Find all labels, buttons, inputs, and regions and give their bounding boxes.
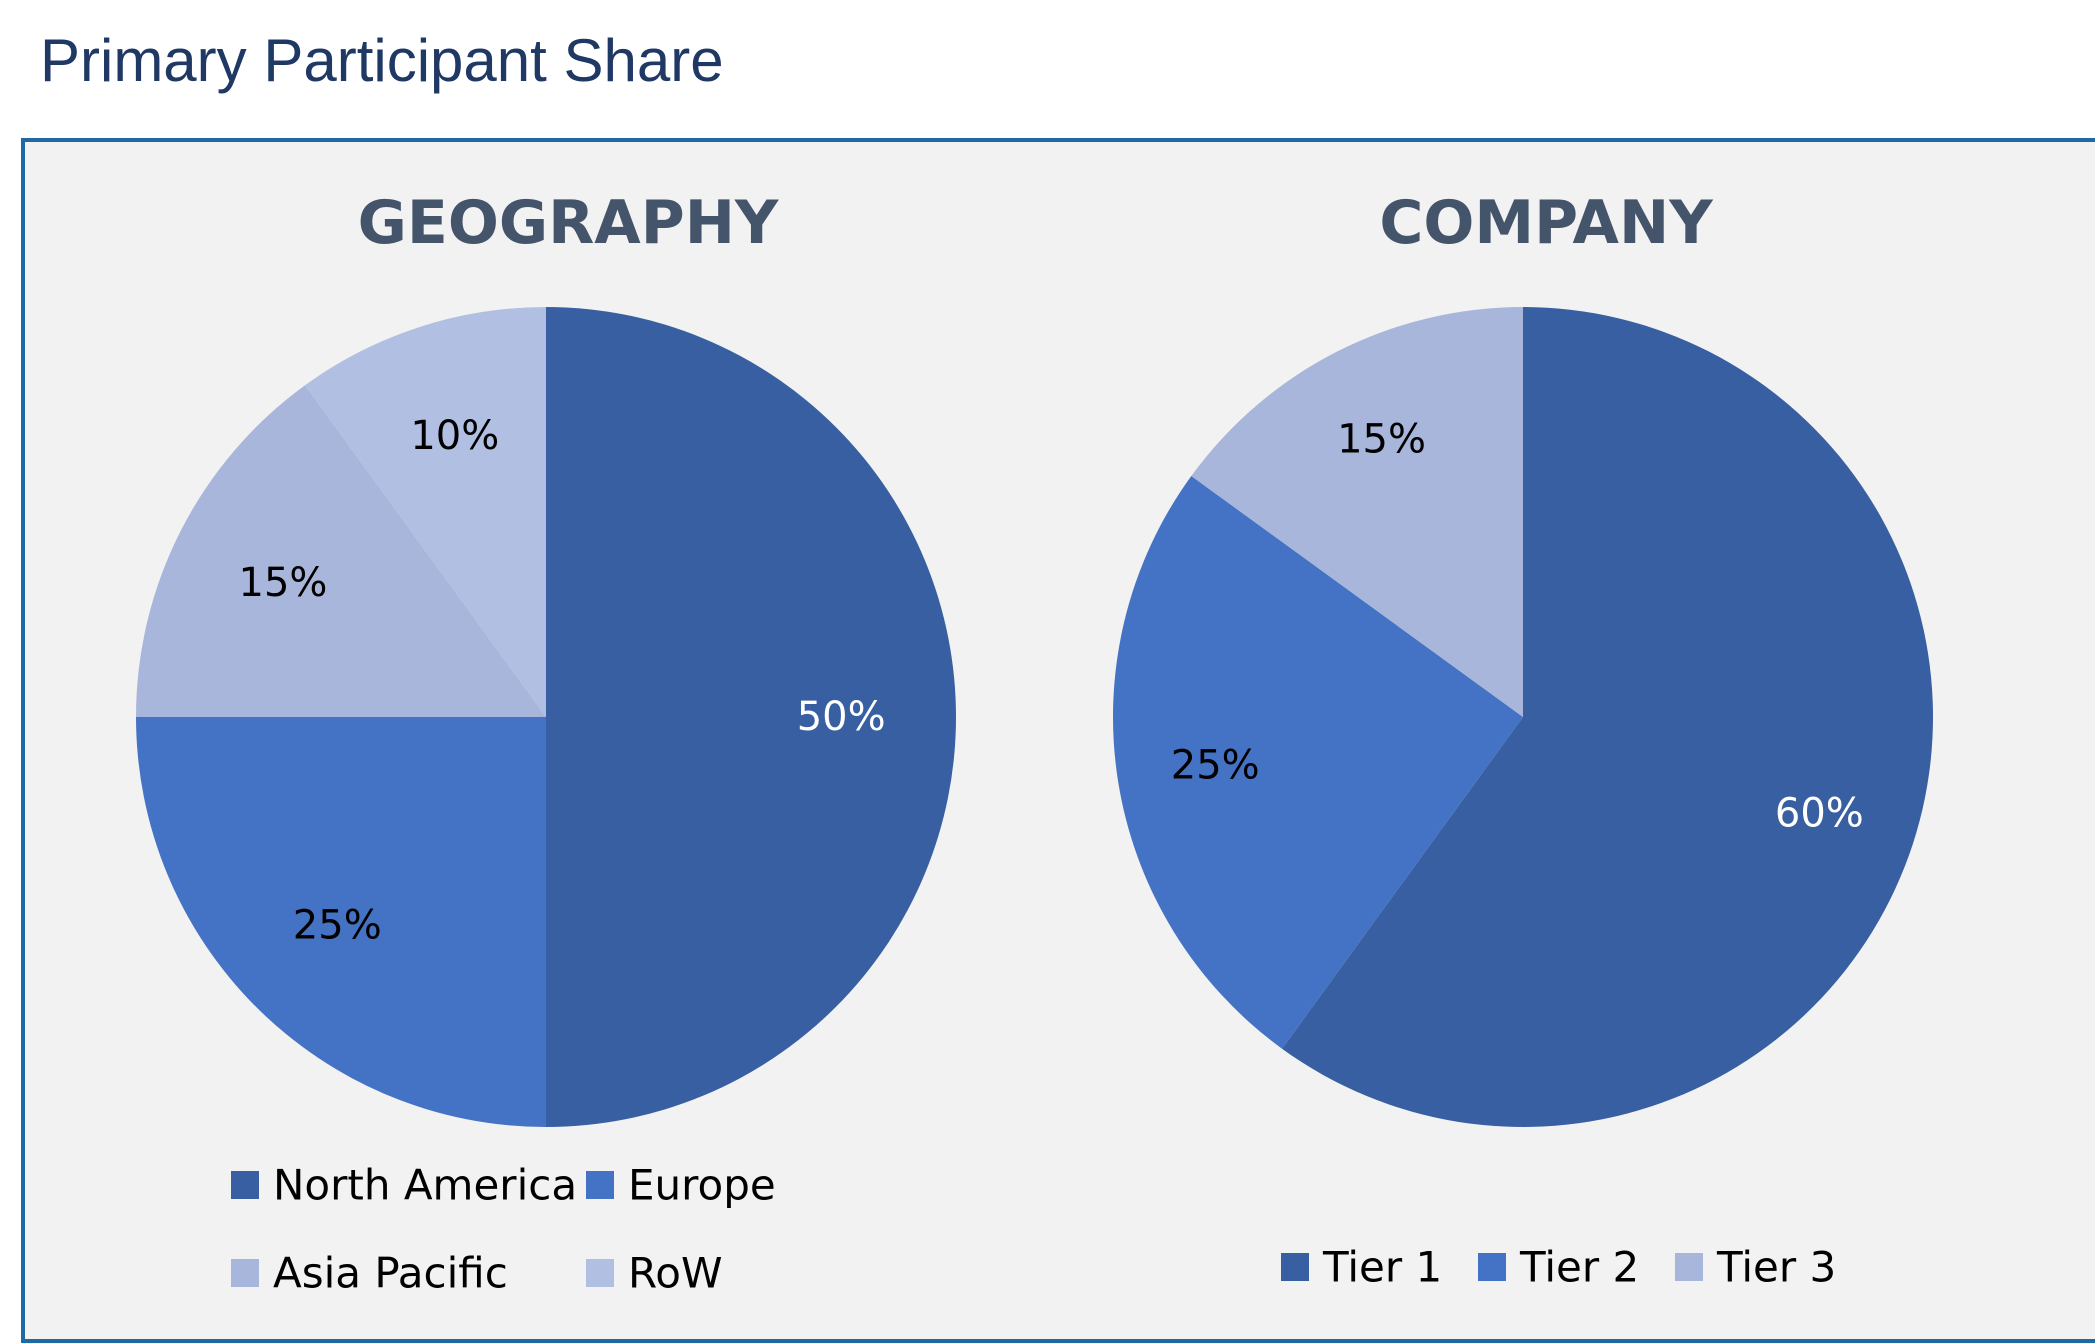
company-legend-label-tier-1: Tier 1	[1322, 1243, 1442, 1292]
company-slice-tier-2	[1112, 476, 1523, 1049]
geography-pie: 50% 25% 15% 10%	[136, 307, 956, 1127]
company-data-label-tier-2: 25%	[1171, 743, 1260, 789]
company-legend-swatch-tier-2	[1478, 1253, 1506, 1281]
geography-slice-europe	[136, 717, 546, 1127]
geography-data-label-asia-pacific: 15%	[239, 560, 328, 606]
geography-chart-title: GEOGRAPHY	[358, 188, 780, 258]
company-data-label-tier-3: 15%	[1337, 416, 1426, 462]
geography-slice-north-america	[546, 307, 956, 1127]
geography-data-label-europe: 25%	[293, 903, 382, 949]
geography-legend-swatch-row	[586, 1259, 614, 1287]
company-chart-title: COMPANY	[1379, 188, 1714, 258]
company-legend-label-tier-2: Tier 2	[1519, 1243, 1639, 1292]
company-legend-swatch-tier-1	[1281, 1253, 1309, 1281]
company-slice-tier-3	[1191, 307, 1523, 717]
geography-data-label-row: 10%	[410, 413, 499, 459]
geography-legend-label-europe: Europe	[628, 1161, 776, 1210]
geography-legend: North America Europe Asia Pacific RoW	[231, 1161, 776, 1298]
page-title: Primary Participant Share	[40, 27, 724, 94]
geography-data-label-north-america: 50%	[797, 694, 886, 740]
company-legend: Tier 1 Tier 2 Tier 3	[1281, 1243, 1836, 1292]
geography-legend-swatch-europe	[586, 1171, 614, 1199]
geography-slice-row	[305, 307, 546, 717]
company-legend-label-tier-3: Tier 3	[1716, 1243, 1836, 1292]
geography-legend-label-north-america: North America	[273, 1161, 577, 1210]
geography-legend-swatch-asia-pacific	[231, 1259, 259, 1287]
company-slice-tier-1	[1282, 307, 1933, 1127]
geography-legend-swatch-north-america	[231, 1171, 259, 1199]
geography-slice-asia-pacific	[136, 385, 546, 717]
company-legend-swatch-tier-3	[1675, 1253, 1703, 1281]
geography-legend-label-asia-pacific: Asia Pacific	[273, 1249, 508, 1298]
geography-legend-label-row: RoW	[628, 1249, 723, 1298]
company-data-label-tier-1: 60%	[1775, 790, 1864, 836]
company-pie: 60% 25% 15%	[1112, 307, 1933, 1127]
